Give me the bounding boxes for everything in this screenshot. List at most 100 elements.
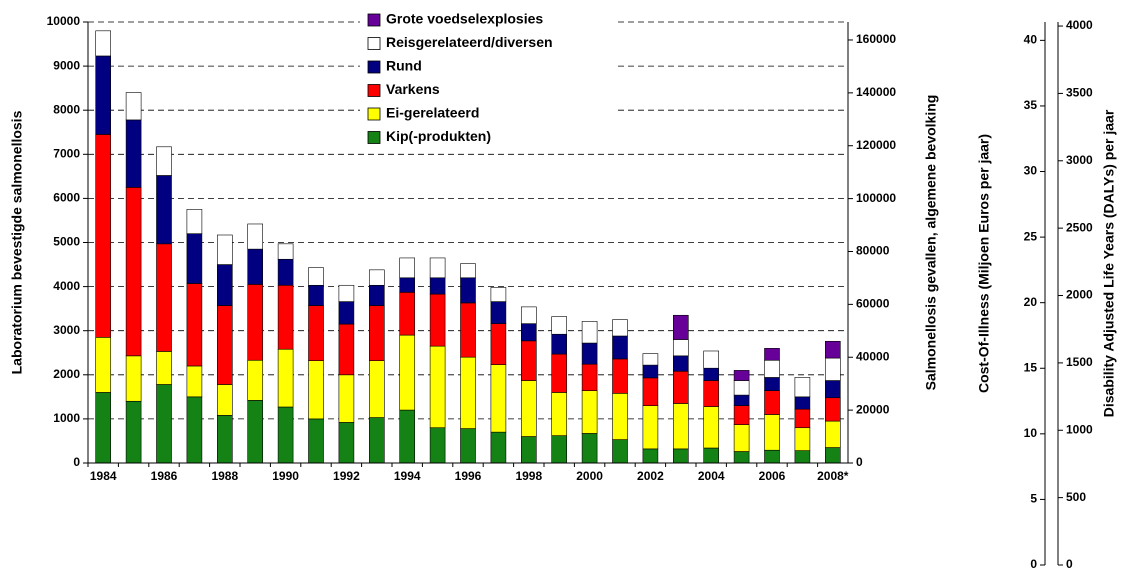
legend-label: Ei-gerelateerd bbox=[386, 105, 479, 121]
bar-segment bbox=[824, 420, 841, 448]
bar-segment bbox=[95, 392, 111, 464]
bar-segment bbox=[551, 435, 568, 464]
bar-segment bbox=[520, 436, 537, 464]
y3-tick-label: 30 bbox=[1024, 164, 1038, 178]
y4-tick-label: 500 bbox=[1066, 490, 1086, 504]
bar-segment bbox=[642, 405, 659, 450]
legend-box bbox=[360, 8, 618, 153]
legend-label: Varkens bbox=[386, 81, 440, 97]
x-tick-label: 1984 bbox=[90, 469, 117, 483]
bar-segment bbox=[247, 400, 263, 464]
bar-segment bbox=[551, 316, 568, 335]
x-tick-label: 1998 bbox=[515, 469, 542, 483]
bar-segment bbox=[733, 451, 750, 464]
y4-tick-label: 2500 bbox=[1066, 220, 1093, 234]
legend-label: Rund bbox=[386, 58, 422, 74]
bar-segment bbox=[642, 377, 659, 406]
y-tick-label: 2000 bbox=[53, 367, 80, 381]
bar-segment bbox=[368, 305, 385, 361]
bar-segment bbox=[399, 334, 416, 411]
bar-segment bbox=[703, 406, 720, 449]
y4-tick-label: 1000 bbox=[1066, 422, 1093, 436]
bar-segment bbox=[764, 414, 780, 451]
bar-segment bbox=[824, 357, 841, 381]
bar-segment bbox=[490, 287, 507, 302]
bar-segment bbox=[247, 223, 263, 250]
bar-segment bbox=[125, 92, 142, 121]
bar-segment bbox=[186, 209, 203, 234]
bar-segment bbox=[733, 405, 750, 425]
bar-segment bbox=[824, 340, 841, 359]
y3-tick-label: 35 bbox=[1024, 98, 1038, 112]
bar-segment bbox=[429, 345, 446, 429]
y2-tick-label: 160000 bbox=[856, 32, 896, 46]
y-axis-title: Laboratorium bevestigde salmonellosis bbox=[9, 110, 25, 374]
bar-segment bbox=[460, 428, 476, 464]
bar-segment bbox=[642, 353, 659, 366]
y-tick-label: 8000 bbox=[53, 102, 80, 116]
y2-tick-label: 40000 bbox=[856, 349, 890, 363]
bar-segment bbox=[95, 55, 111, 135]
bar-segment bbox=[156, 146, 172, 176]
x-tick-label: 2004 bbox=[698, 469, 725, 483]
axis-panel bbox=[1045, 22, 1058, 565]
y3-tick-label: 40 bbox=[1024, 33, 1038, 47]
bar-segment bbox=[277, 243, 294, 260]
x-tick-label: 2000 bbox=[576, 469, 603, 483]
bar-segment bbox=[703, 367, 720, 381]
bar-segment bbox=[156, 175, 172, 245]
bar-segment bbox=[277, 258, 294, 286]
x-tick-label: 1992 bbox=[333, 469, 360, 483]
bar-segment bbox=[642, 364, 659, 379]
bar-segment bbox=[733, 380, 750, 396]
bar-segment bbox=[217, 384, 233, 416]
bar-segment bbox=[824, 397, 841, 422]
bar-segment bbox=[125, 119, 142, 188]
bar-segment bbox=[581, 342, 598, 365]
bar-segment bbox=[368, 360, 385, 418]
bar-segment bbox=[95, 337, 111, 393]
y-tick-label: 1000 bbox=[53, 411, 80, 425]
bar-segment bbox=[429, 427, 446, 464]
bar-segment bbox=[368, 269, 385, 286]
bar-segment bbox=[125, 355, 142, 402]
y-tick-label: 9000 bbox=[53, 58, 80, 72]
bar-segment bbox=[338, 422, 355, 464]
y4-tick-label: 4000 bbox=[1066, 18, 1093, 32]
y2-tick-label: 60000 bbox=[856, 297, 890, 311]
bar-segment bbox=[672, 355, 689, 372]
legend-swatch bbox=[367, 131, 381, 144]
y-tick-label: 7000 bbox=[53, 146, 80, 160]
y3-tick-label: 20 bbox=[1024, 295, 1038, 309]
bar-segment bbox=[642, 448, 659, 464]
legend-swatch bbox=[367, 37, 381, 50]
x-tick-label: 2006 bbox=[759, 469, 786, 483]
y4-tick-label: 2000 bbox=[1066, 288, 1093, 302]
bar-segment bbox=[217, 305, 233, 385]
y4-axis-title: Disability Adjusted Life Years (DALYs) p… bbox=[1101, 109, 1117, 417]
bar-segment bbox=[612, 393, 628, 440]
bar-segment bbox=[794, 377, 811, 398]
bar-segment bbox=[703, 380, 720, 407]
bar-segment bbox=[429, 257, 446, 279]
y2-tick-label: 0 bbox=[856, 455, 863, 469]
bar-segment bbox=[490, 301, 507, 324]
x-tick-label: 2002 bbox=[637, 469, 664, 483]
y2-tick-label: 120000 bbox=[856, 138, 896, 152]
bar-segment bbox=[764, 377, 780, 391]
bar-segment bbox=[520, 323, 537, 342]
bar-segment bbox=[277, 406, 294, 464]
bar-segment bbox=[551, 333, 568, 355]
bar-segment bbox=[186, 396, 203, 464]
legend-swatch bbox=[367, 107, 381, 121]
bar-segment bbox=[429, 293, 446, 347]
bar-segment bbox=[460, 277, 476, 304]
bar-segment bbox=[368, 417, 385, 464]
bar-segment bbox=[520, 340, 537, 381]
bar-segment bbox=[277, 348, 294, 408]
x-tick-label: 1994 bbox=[394, 469, 421, 483]
bar-segment bbox=[794, 450, 811, 464]
y-tick-label: 3000 bbox=[53, 323, 80, 337]
bar-segment bbox=[338, 284, 355, 302]
